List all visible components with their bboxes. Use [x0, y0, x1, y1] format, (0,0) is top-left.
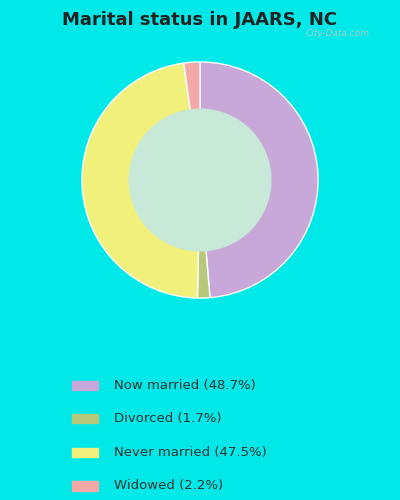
Text: City-Data.com: City-Data.com [305, 29, 369, 38]
Text: Widowed (2.2%): Widowed (2.2%) [114, 480, 223, 492]
Wedge shape [82, 63, 199, 298]
Text: Never married (47.5%): Never married (47.5%) [114, 446, 267, 459]
Circle shape [129, 109, 271, 251]
Text: Marital status in JAARS, NC: Marital status in JAARS, NC [62, 11, 338, 29]
Wedge shape [184, 62, 200, 120]
Text: Now married (48.7%): Now married (48.7%) [114, 378, 256, 392]
Bar [72, 380, 98, 390]
Bar [72, 482, 98, 490]
Bar [72, 414, 98, 424]
Wedge shape [200, 62, 318, 298]
Text: Divorced (1.7%): Divorced (1.7%) [114, 412, 222, 426]
Wedge shape [198, 240, 210, 298]
Bar [72, 448, 98, 457]
